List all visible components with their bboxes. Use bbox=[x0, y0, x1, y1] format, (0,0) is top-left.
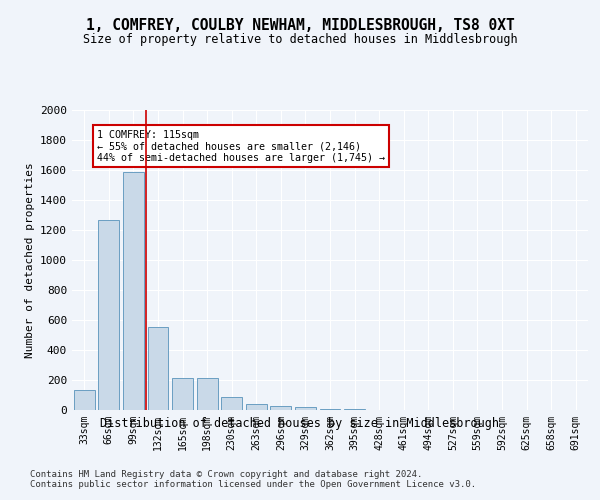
Bar bbox=[271, 406, 292, 410]
Text: Distribution of detached houses by size in Middlesbrough: Distribution of detached houses by size … bbox=[101, 418, 499, 430]
Text: Contains HM Land Registry data © Crown copyright and database right 2024.
Contai: Contains HM Land Registry data © Crown c… bbox=[30, 470, 476, 490]
Text: 1, COMFREY, COULBY NEWHAM, MIDDLESBROUGH, TS8 0XT: 1, COMFREY, COULBY NEWHAM, MIDDLESBROUGH… bbox=[86, 18, 514, 32]
Y-axis label: Number of detached properties: Number of detached properties bbox=[25, 162, 35, 358]
Text: 1 COMFREY: 115sqm
← 55% of detached houses are smaller (2,146)
44% of semi-detac: 1 COMFREY: 115sqm ← 55% of detached hous… bbox=[97, 130, 385, 162]
Bar bbox=[172, 378, 193, 410]
Bar bbox=[344, 409, 365, 410]
Bar bbox=[197, 378, 218, 410]
Bar bbox=[246, 404, 267, 410]
Bar bbox=[295, 407, 316, 410]
Bar bbox=[320, 409, 340, 410]
Bar bbox=[74, 390, 95, 410]
Bar bbox=[98, 220, 119, 410]
Bar bbox=[221, 396, 242, 410]
Bar bbox=[123, 172, 144, 410]
Bar bbox=[148, 327, 169, 410]
Text: Size of property relative to detached houses in Middlesbrough: Size of property relative to detached ho… bbox=[83, 32, 517, 46]
